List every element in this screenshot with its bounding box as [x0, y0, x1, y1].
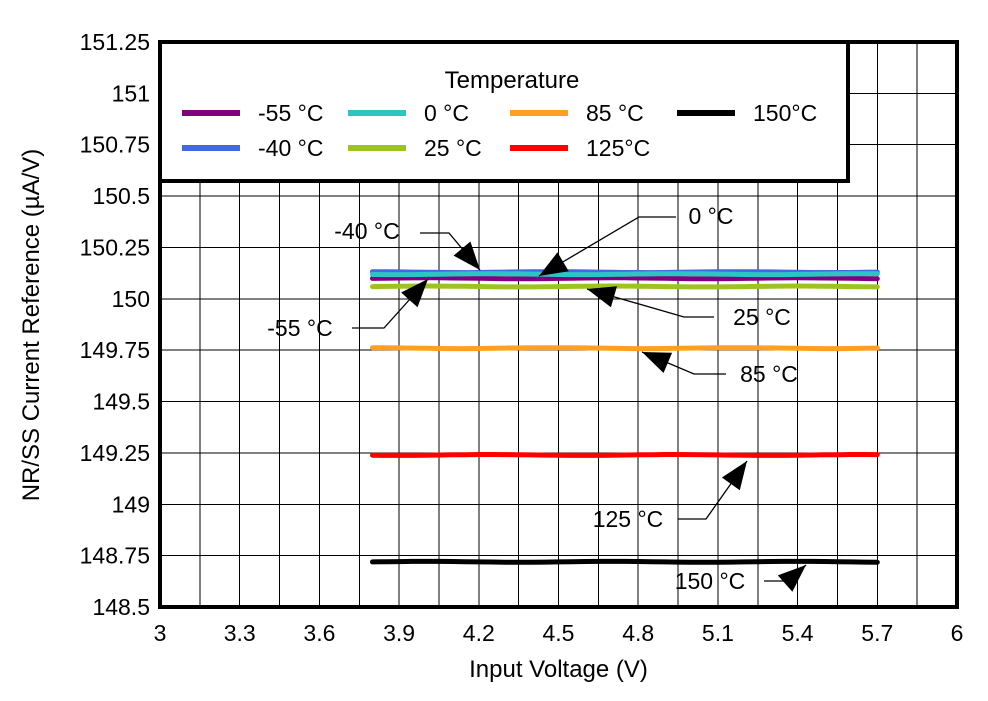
y-tick-label: 148.5	[92, 594, 150, 620]
annotation-label: 150 °C	[675, 568, 746, 594]
x-tick-label: 3.3	[224, 620, 256, 646]
x-tick-label: 5.4	[782, 620, 814, 646]
legend-label: 125°C	[586, 135, 650, 161]
x-tick-label: 4.5	[543, 620, 575, 646]
series-line	[370, 275, 880, 282]
annotation-arrowhead	[642, 352, 673, 373]
legend-label: 25 °C	[424, 135, 482, 161]
x-tick-label: 5.1	[702, 620, 734, 646]
x-tick-label: 3.6	[303, 620, 335, 646]
annotation-arrowhead	[401, 279, 428, 308]
legend-title: Temperature	[445, 67, 580, 94]
y-tick-label: 149.25	[80, 440, 150, 466]
annotation-arrowhead	[587, 286, 617, 308]
y-tick-label: 148.75	[80, 543, 150, 569]
annotation-label: 0 °C	[689, 203, 734, 229]
legend-label: 0 °C	[424, 100, 469, 126]
annotation-arrowhead	[777, 565, 806, 592]
y-tick-label: 149	[112, 491, 150, 517]
y-tick-label: 150.75	[80, 132, 150, 158]
y-tick-label: 151.25	[80, 29, 150, 55]
annotation-arrowhead	[539, 252, 569, 276]
legend-label: 85 °C	[586, 100, 644, 126]
y-tick-label: 150.25	[80, 234, 150, 260]
x-tick-label: 3.9	[383, 620, 415, 646]
annotation-label: 125 °C	[593, 506, 664, 532]
x-axis-title: Input Voltage (V)	[469, 656, 648, 683]
annotation-arrowhead	[453, 241, 480, 270]
legend-label: -55 °C	[258, 100, 323, 126]
y-tick-label: 150	[112, 286, 150, 312]
series-line	[370, 558, 880, 565]
x-tick-label: 4.2	[463, 620, 495, 646]
y-tick-label: 149.5	[92, 389, 150, 415]
series-line	[370, 345, 880, 352]
annotation-label: 85 °C	[740, 361, 798, 387]
x-tick-label: 5.7	[861, 620, 893, 646]
series-line	[370, 452, 880, 458]
annotation-leader	[538, 216, 676, 277]
x-tick-label: 3	[154, 620, 167, 646]
x-tick-label: 4.8	[622, 620, 654, 646]
annotation-label: -55 °C	[267, 315, 332, 341]
y-tick-label: 150.5	[92, 183, 150, 209]
series-line	[370, 271, 880, 278]
annotation-label: -40 °C	[334, 218, 399, 244]
annotation-label: 25 °C	[733, 304, 791, 330]
annotation-leader	[586, 288, 714, 318]
series-line	[370, 283, 880, 290]
legend-label: -40 °C	[258, 135, 323, 161]
y-tick-label: 151	[112, 80, 150, 106]
y-tick-label: 149.75	[80, 337, 150, 363]
x-tick-label: 6	[951, 620, 964, 646]
legend-label: 150°C	[753, 100, 817, 126]
annotation-arrowhead	[721, 461, 747, 491]
